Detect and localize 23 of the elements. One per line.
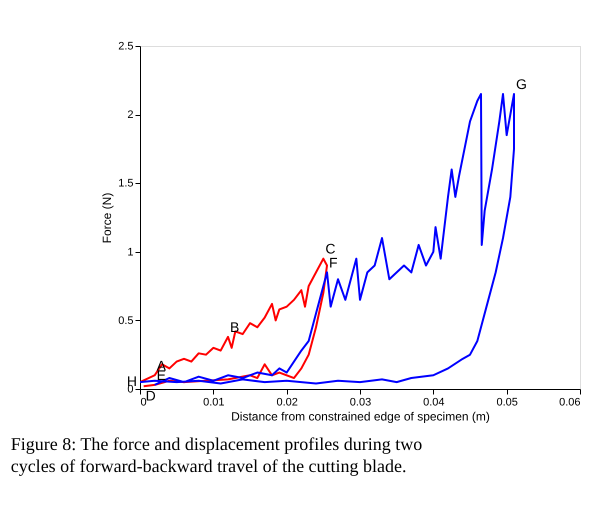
y-tick-label: 2.5	[118, 40, 134, 52]
annotation: G	[516, 76, 527, 92]
y-tick-label: 2	[127, 109, 134, 122]
x-tick-label: 0.01	[203, 396, 225, 408]
x-tick-label: 0.03	[350, 396, 372, 408]
x-tick-label: 0	[140, 396, 147, 408]
y-tick-label: 1	[127, 246, 134, 258]
y-tick-label: 0	[127, 384, 134, 396]
caption: Figure 8: The force and displacement profiles during two cycles of forward-backward travel of the cutting blade.	[10, 434, 422, 476]
annotation: B	[230, 318, 240, 335]
annotation: F	[329, 254, 338, 270]
y-axis-title: Force (N)	[100, 192, 114, 244]
x-tick-label: 0.02	[276, 396, 298, 408]
y-tick-label: 1.5	[118, 178, 134, 190]
annotation: C	[325, 240, 336, 257]
annotation: D	[146, 387, 156, 404]
x-tick-label: 0.05	[496, 396, 518, 408]
x-tick-label: 0.06	[559, 396, 580, 408]
line-series	[140, 258, 328, 388]
line-series	[140, 93, 515, 386]
y-tick-label: 0.5	[118, 314, 134, 327]
x-axis-title: Distance from constrained edge of specimen (m)	[231, 410, 490, 424]
x-tick-label: 0.04	[423, 396, 445, 408]
